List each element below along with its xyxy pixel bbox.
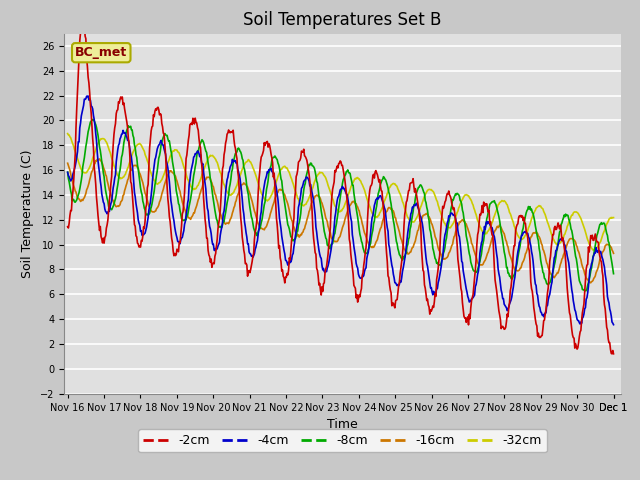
Y-axis label: Soil Temperature (C): Soil Temperature (C) [21,149,35,278]
Text: BC_met: BC_met [75,46,127,59]
X-axis label: Time: Time [327,418,358,431]
Legend: -2cm, -4cm, -8cm, -16cm, -32cm: -2cm, -4cm, -8cm, -16cm, -32cm [138,429,547,452]
Title: Soil Temperatures Set B: Soil Temperatures Set B [243,11,442,29]
